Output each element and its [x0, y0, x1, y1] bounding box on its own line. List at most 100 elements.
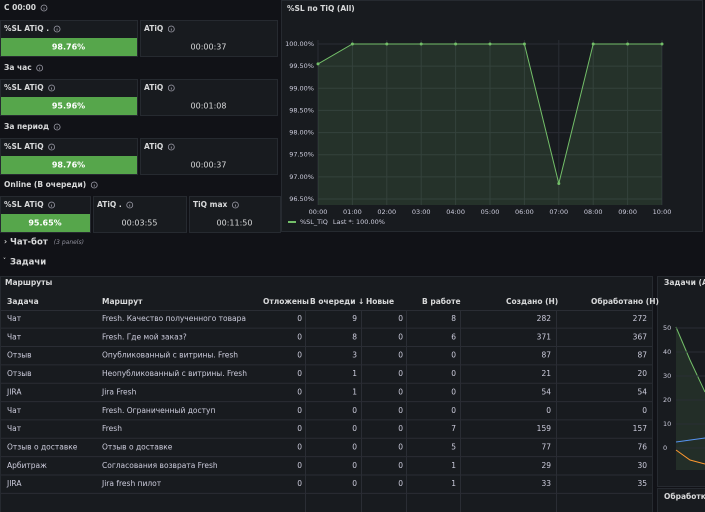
y-tick-label: 97.50%	[289, 151, 314, 159]
table-cell: 0	[297, 442, 302, 451]
table-cell: 0	[398, 406, 403, 415]
stat-title: %SL ATiQ	[4, 142, 44, 151]
x-tick-label: 08:00	[584, 208, 603, 216]
data-point	[316, 62, 320, 66]
table-cell: Fresh	[102, 424, 122, 433]
decor-line	[675, 326, 705, 393]
table-cell: 8	[352, 332, 357, 341]
table-cell: 282	[537, 314, 552, 323]
x-tick-label: 07:00	[549, 208, 568, 216]
decor-line	[675, 449, 705, 465]
x-tick-label: 06:00	[515, 208, 534, 216]
column-header: Задача	[7, 297, 39, 306]
table-cell: 0	[297, 387, 302, 396]
info-icon	[126, 201, 134, 209]
table-cell: 1	[451, 479, 456, 488]
legend-name: %SL_TiQ	[300, 218, 328, 226]
x-tick-label: 01:00	[343, 208, 362, 216]
stat-bar	[1, 97, 137, 115]
y-tick-label: 10	[663, 420, 671, 428]
column-header: Создано (Н)	[506, 297, 558, 306]
table-cell: 0	[297, 332, 302, 341]
table-cell: 0	[451, 406, 456, 415]
table-cell: 54	[541, 387, 551, 396]
x-tick-label: 10:00	[653, 208, 672, 216]
table-cell: 0	[398, 424, 403, 433]
stat-title: ATiQ .	[97, 200, 122, 209]
table-cell: 0	[297, 406, 302, 415]
table-cell: 30	[637, 461, 647, 470]
stat-value: 00:01:08	[191, 102, 227, 111]
y-tick-label: 0	[663, 444, 667, 452]
table-cell: 0	[451, 369, 456, 378]
info-icon	[48, 143, 55, 151]
column-header: В работе	[422, 297, 461, 306]
table-cell: 0	[398, 351, 403, 360]
table-cell: 157	[633, 424, 648, 433]
data-point	[557, 182, 561, 185]
info-icon	[53, 123, 61, 131]
x-tick-label: 03:00	[412, 208, 431, 216]
table-cell: 0	[546, 406, 551, 415]
info-icon	[48, 84, 55, 92]
stat-title: ATiQ	[144, 83, 163, 92]
x-tick-label: 02:00	[377, 208, 396, 216]
table-cell: Отзыв	[7, 369, 32, 378]
y-tick-label: 30	[663, 372, 671, 380]
data-point	[522, 42, 526, 46]
series-area	[318, 44, 662, 205]
table-cell: 0	[352, 479, 357, 488]
data-point	[454, 42, 458, 46]
info-icon	[40, 4, 48, 12]
processing-panel	[657, 488, 705, 512]
table-cell: Чат	[7, 314, 22, 323]
x-tick-label: 00:00	[309, 208, 328, 216]
table-cell: 0	[398, 314, 403, 323]
table-cell: Отзыв	[7, 351, 32, 360]
table-cell: 21	[541, 369, 551, 378]
table-cell: Fresh. Где мой заказ?	[102, 332, 187, 341]
y-tick-label: 99.50%	[289, 62, 314, 70]
stat-panel	[140, 138, 278, 175]
column-header: Обработано (Н)	[591, 297, 659, 306]
stat-title: %SL ATiQ	[4, 200, 44, 209]
stat-title: ATiQ	[144, 24, 163, 33]
info-icon	[167, 143, 175, 151]
table-cell: 9	[352, 314, 357, 323]
table-title: Маршруты	[5, 278, 52, 287]
section-title: За период	[4, 122, 49, 131]
stat-panel	[93, 196, 187, 233]
y-tick-label: 100.00%	[285, 40, 314, 48]
row-chevron: ›	[4, 237, 7, 246]
table-cell: 0	[352, 406, 357, 415]
table-cell: 0	[398, 461, 403, 470]
table-cell: 0	[398, 369, 403, 378]
column-header: Новые	[366, 297, 394, 306]
stat-title: %SL ATiQ .	[4, 24, 49, 33]
table-cell: 159	[537, 424, 552, 433]
table-cell: Чат	[7, 424, 22, 433]
table-cell: Чат	[7, 406, 22, 415]
table-cell: JIRA	[6, 387, 22, 396]
table-cell: 87	[541, 351, 551, 360]
stat-value: 95.65%	[28, 219, 61, 228]
table-cell: 0	[297, 479, 302, 488]
table-cell: 0	[451, 351, 456, 360]
table-cell: 371	[537, 332, 552, 341]
x-tick-label: 04:00	[446, 208, 465, 216]
table-cell: 76	[637, 442, 647, 451]
table-cell: Отзыв о доставке	[102, 442, 173, 451]
row-title: Чат-бот	[10, 237, 48, 248]
stat-panel	[189, 196, 281, 233]
table-cell: Отзыв о доставке	[7, 442, 78, 451]
column-header: Маршрут	[102, 297, 143, 306]
table-cell: 33	[541, 479, 551, 488]
table-cell: 3	[352, 351, 357, 360]
table-cell: Jira Fresh	[101, 387, 137, 396]
table-cell: 77	[541, 442, 551, 451]
table-cell: Чат	[7, 332, 22, 341]
table-cell: 0	[297, 424, 302, 433]
panel-title: Обработка	[664, 492, 705, 501]
table-cell: 0	[297, 351, 302, 360]
